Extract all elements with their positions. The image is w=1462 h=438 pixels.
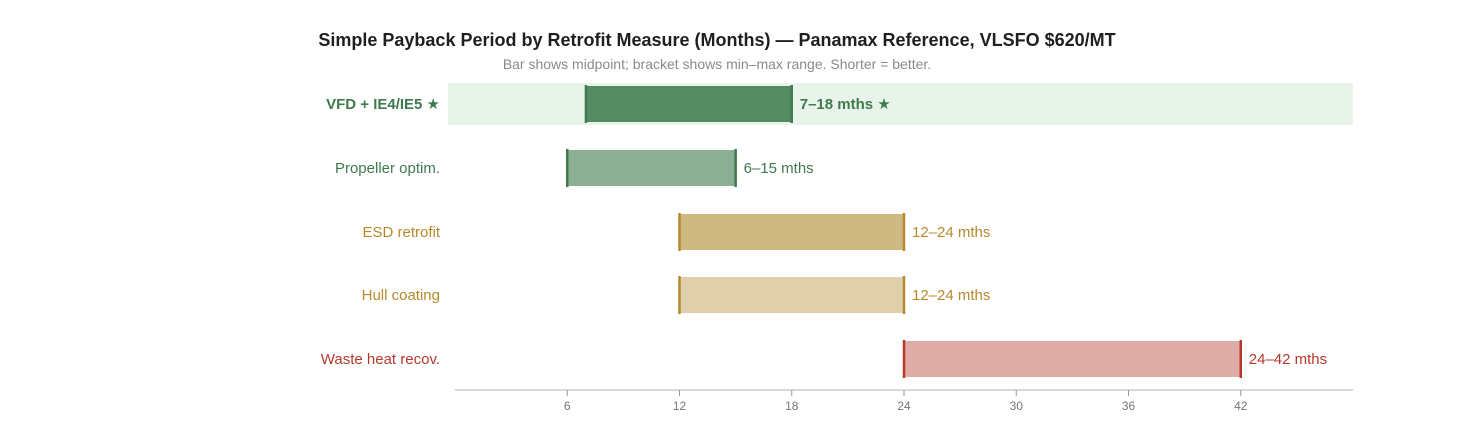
x-tick-label-3: 24 <box>897 399 911 413</box>
x-tick-label-6: 42 <box>1234 399 1248 413</box>
range-bar-0 <box>585 86 792 122</box>
x-tick-label-0: 6 <box>564 399 571 413</box>
data-label-4: 24–42 mths <box>1249 351 1327 368</box>
category-label-3: Hull coating <box>362 287 440 304</box>
x-tick-label-5: 36 <box>1122 399 1136 413</box>
range-bar-3 <box>679 277 904 313</box>
data-label-0: 7–18 mths ★ <box>800 96 891 113</box>
data-label-3: 12–24 mths <box>912 287 990 304</box>
x-tick-label-4: 30 <box>1010 399 1024 413</box>
data-label-1: 6–15 mths <box>744 160 814 177</box>
chart-title: Simple Payback Period by Retrofit Measur… <box>318 30 1116 50</box>
category-label-4: Waste heat recov. <box>321 351 440 368</box>
highlight-band <box>448 83 1353 125</box>
x-tick-label-1: 12 <box>673 399 687 413</box>
range-bar-2 <box>679 214 904 250</box>
x-tick-label-2: 18 <box>785 399 799 413</box>
chart-subtitle: Bar shows midpoint; bracket shows min–ma… <box>502 56 932 72</box>
range-bar-4 <box>904 341 1241 377</box>
data-label-2: 12–24 mths <box>912 224 990 241</box>
category-label-1: Propeller optim. <box>335 160 440 177</box>
category-label-0: VFD + IE4/IE5 ★ <box>326 96 440 113</box>
category-label-2: ESD retrofit <box>362 224 440 241</box>
range-bar-1 <box>567 150 736 186</box>
